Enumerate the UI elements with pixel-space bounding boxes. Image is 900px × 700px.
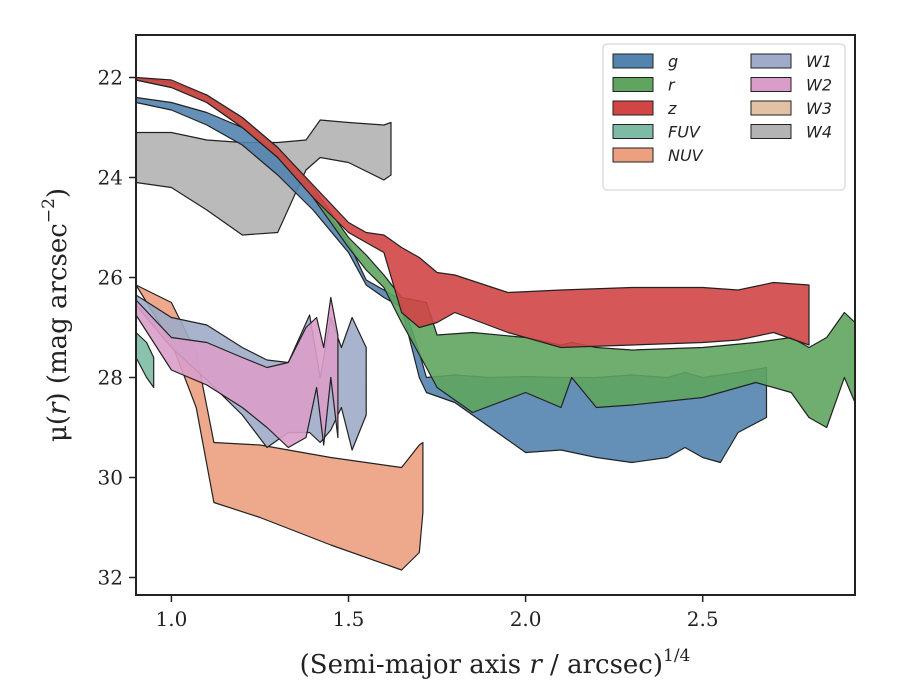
legend-label-r: r [668,76,676,95]
x-tick-label: 2.5 [687,607,719,631]
band-w2 [135,296,339,449]
plot-frame [135,34,856,596]
legend-swatch-w1 [750,53,792,69]
legend-swatch-fuv [612,124,654,139]
x-tick-label: 1.0 [156,607,188,631]
legend-swatch-z [612,100,654,116]
y-tick-label: 30 [98,466,123,490]
x-tick-label: 2.0 [510,607,542,631]
legend-swatch-w3 [750,100,792,116]
y-axis-label: μ(r) (mag arcsec−2) [39,188,73,442]
band-z [135,76,810,349]
legend-label-w3: W3 [806,99,832,118]
legend-swatch-g [612,53,654,69]
ticks-layer: 1.0 1.5 2.0 2.5 22 24 26 28 30 32 [98,66,719,632]
y-tick-label: 32 [98,566,123,590]
series-layer [135,76,856,571]
y-tick-label: 26 [98,266,123,290]
legend-label-w4: W4 [806,123,832,142]
band-nuv [135,284,424,571]
legend-label-g: g [668,52,678,71]
y-tick-label: 24 [98,166,123,190]
legend-label-w1: W1 [806,52,832,71]
legend: grz FUV NUV W1 W2 W3 W4 [602,43,846,191]
band-g [135,96,768,464]
legend-label-fuv: FUV [668,123,701,142]
x-tick-label: 1.5 [333,607,365,631]
legend-label-nuv: NUV [668,146,704,165]
legend-label-w2: W2 [806,76,832,95]
legend-swatch-w4 [750,124,792,139]
legend-swatch-w2 [750,77,792,92]
legend-label-z: z [667,99,677,118]
y-tick-label: 28 [98,366,123,390]
legend-swatch-r [612,77,654,92]
y-tick-label: 22 [98,66,123,90]
legend-swatch-nuv [612,147,654,163]
x-axis-label: (Semi-major axis r / arcsec)1/4 [300,646,691,680]
